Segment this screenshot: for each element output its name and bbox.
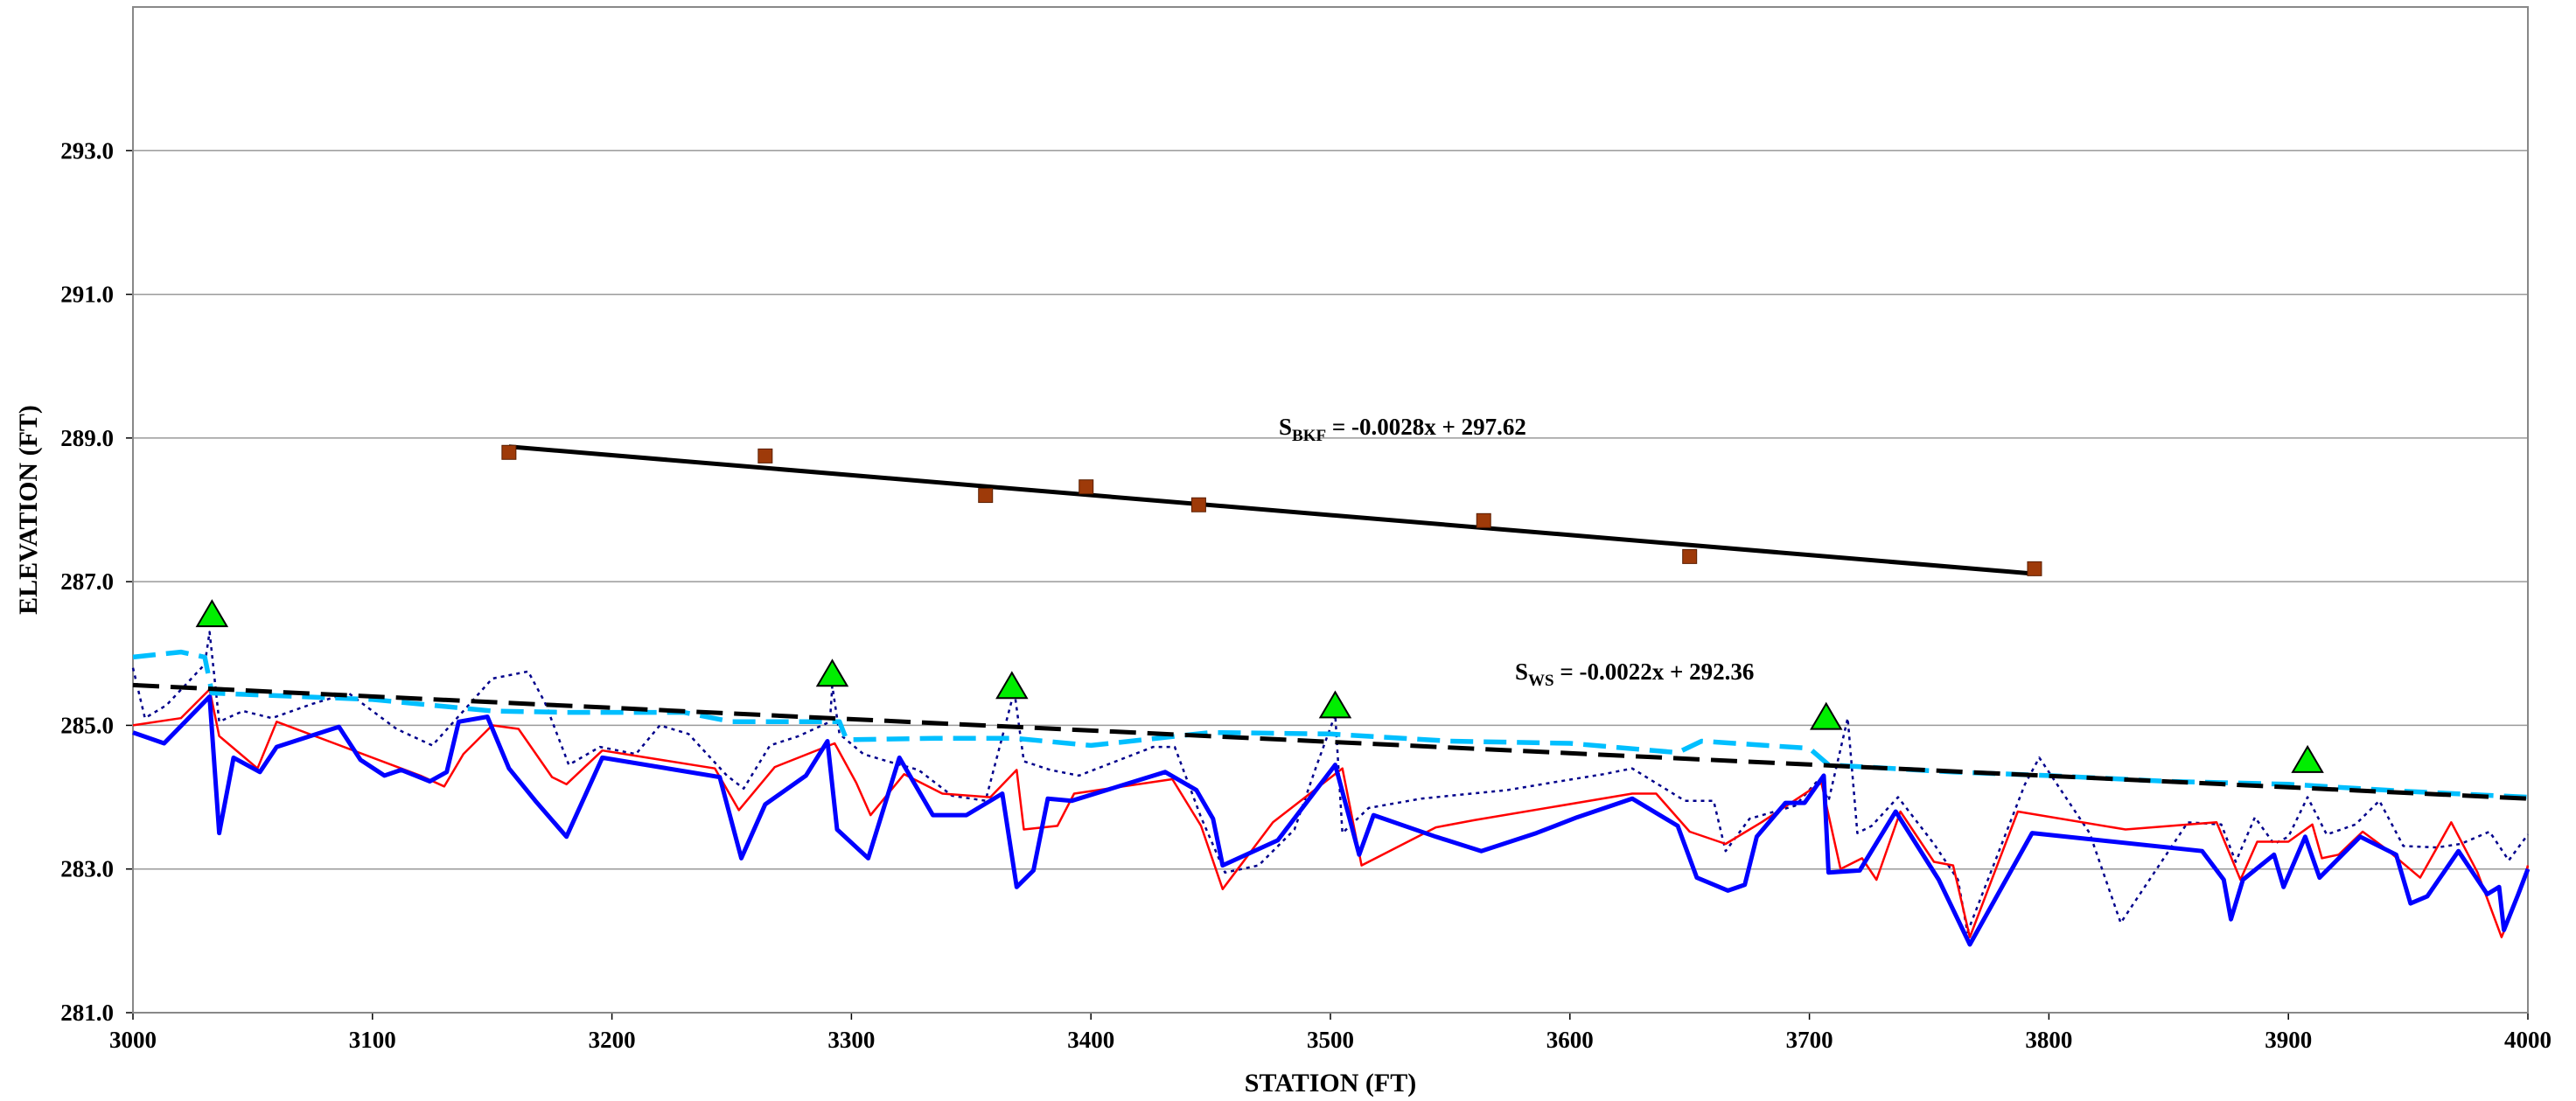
bankfull-eqn-subscript: BKF: [1292, 427, 1326, 445]
marker-layer: [195, 444, 2324, 773]
x-axis-title: STATION (FT): [1245, 1069, 1416, 1098]
y-tick-label: 283.0: [60, 856, 114, 882]
plot-area: [133, 7, 2528, 1013]
ws-eqn-prefix: S: [1515, 659, 1528, 685]
x-tick-label: 3400: [1067, 1027, 1114, 1053]
y-axis-title: ELEVATION (FT): [14, 405, 43, 615]
bankfull-trendline: [508, 444, 2035, 576]
triangle-marker: [815, 659, 849, 687]
bankfull-point-marker: [2027, 561, 2042, 576]
bankfull-slope-equation: SBKF = -0.0028x + 297.62: [1279, 414, 1526, 445]
y-tick-label: 289.0: [60, 425, 114, 451]
x-tick-label: 3700: [1786, 1027, 1833, 1053]
y-tick-label: 287.0: [60, 568, 114, 595]
triangle-marker: [2291, 744, 2324, 773]
y-tick-label: 291.0: [60, 282, 114, 308]
bankfull-point-marker: [1682, 548, 1698, 564]
water-surface-slope-equation: SWS = -0.0022x + 292.36: [1515, 659, 1754, 690]
x-tick-label: 3800: [2025, 1027, 2072, 1053]
x-tick-label: 3500: [1307, 1027, 1354, 1053]
x-tick-label: 3000: [109, 1027, 157, 1053]
triangle-marker: [995, 671, 1029, 700]
bankfull-point-marker: [1476, 512, 1491, 528]
x-tick-label: 3600: [1546, 1027, 1594, 1053]
bankfull-eqn-text: = -0.0028x + 297.62: [1326, 414, 1526, 440]
x-tick-label: 3200: [589, 1027, 636, 1053]
y-tick-label: 293.0: [60, 137, 114, 164]
bankfull-point-marker: [978, 488, 994, 504]
trend-layer: [132, 444, 2529, 801]
ws-eqn-subscript: WS: [1528, 672, 1554, 690]
bankfull-point-marker: [1079, 479, 1094, 495]
bankfull-eqn-prefix: S: [1279, 414, 1292, 440]
x-tick-label: 3900: [2265, 1027, 2312, 1053]
x-tick-label: 4000: [2504, 1027, 2552, 1053]
triangle-marker: [195, 599, 229, 628]
y-tick-label: 281.0: [60, 1000, 114, 1026]
water-surface-trendline: [132, 682, 2529, 801]
red-profile-line: [132, 688, 2530, 938]
x-tick-label: 3300: [827, 1027, 875, 1053]
triangle-marker: [1318, 690, 1352, 719]
ws-eqn-text: = -0.0022x + 292.36: [1554, 659, 1755, 685]
bankfull-point-marker: [757, 448, 773, 463]
y-tick-label: 285.0: [60, 712, 114, 738]
thalweg-line: [132, 694, 2531, 947]
plot-frame: [132, 6, 2529, 1014]
bankfull-point-marker: [501, 444, 517, 460]
bankfull-point-marker: [1190, 497, 1206, 512]
x-tick-label: 3100: [349, 1027, 396, 1053]
tick-labels: 281.0 283.0 285.0 287.0 289.0 291.0 293.0 3000 3…: [60, 137, 2552, 1053]
series-layer: [131, 631, 2531, 947]
triangle-marker: [1810, 701, 1843, 730]
